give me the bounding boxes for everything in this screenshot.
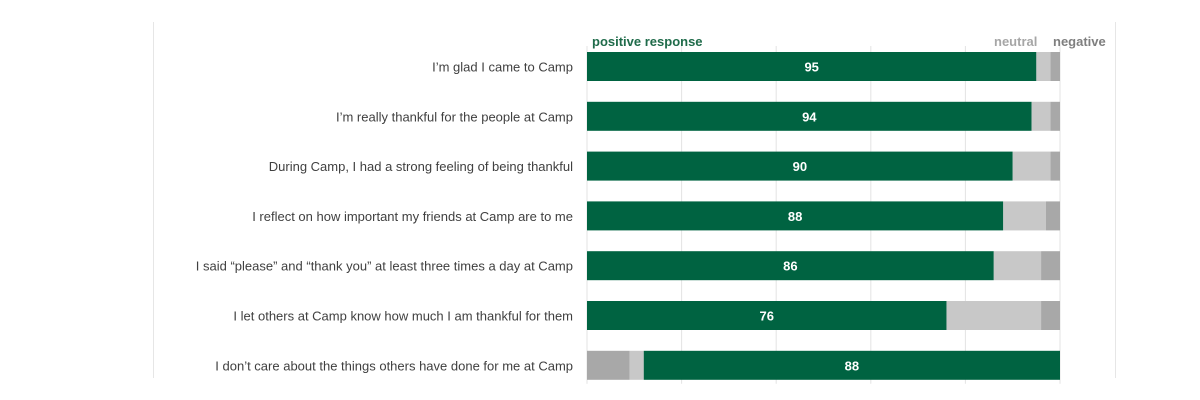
data-label-row-6: 76 xyxy=(760,309,774,324)
legend-negative: negative xyxy=(1053,34,1106,49)
bar-positive-response-row-7 xyxy=(643,350,1060,380)
category-label-row-5: I said “please” and “thank you” at least… xyxy=(196,259,573,274)
bar-positive-response-row-6 xyxy=(587,301,947,330)
data-label-row-1: 95 xyxy=(804,60,818,75)
category-label-row-4: I reflect on how important my friends at… xyxy=(252,209,573,224)
label-layer: 95 I’m glad I came to Camp 94 I’m really th… xyxy=(196,60,859,374)
bar-neutral-row-4 xyxy=(1003,201,1046,231)
chart-panel xyxy=(153,22,1116,378)
bar-positive-response-row-5 xyxy=(587,251,994,281)
bar-neutral-row-3 xyxy=(1012,151,1051,181)
bar-neutral-row-1 xyxy=(1036,52,1051,81)
category-label-row-7: I don’t care about the things others hav… xyxy=(215,358,573,373)
bar-negative-row-1 xyxy=(1050,52,1060,81)
bar-negative-row-5 xyxy=(1041,251,1060,281)
category-label-row-3: During Camp, I had a strong feeling of b… xyxy=(269,159,573,174)
bar-neutral-row-5 xyxy=(993,251,1042,281)
category-label-row-1: I’m glad I came to Camp xyxy=(432,60,573,75)
category-label-row-6: I let others at Camp know how much I am … xyxy=(233,309,573,324)
data-label-row-5: 86 xyxy=(783,259,797,274)
bar-negative-row-4 xyxy=(1045,201,1060,231)
bar-positive-response-row-2 xyxy=(587,101,1032,131)
bar-neutral-row-6 xyxy=(946,301,1042,330)
bar-negative-row-3 xyxy=(1050,151,1060,181)
legend-neutral: neutral xyxy=(994,34,1038,49)
bar-positive-response-row-4 xyxy=(587,201,1004,231)
bar-negative-row-7 xyxy=(587,350,630,380)
bar-negative-row-6 xyxy=(1041,301,1060,330)
bar-neutral-row-2 xyxy=(1031,101,1051,131)
bar-layer xyxy=(587,52,1060,380)
bar-positive-response-row-3 xyxy=(587,151,1013,181)
data-label-row-7: 88 xyxy=(845,358,859,373)
data-label-row-3: 90 xyxy=(793,159,807,174)
bar-positive-response-row-1 xyxy=(587,52,1037,81)
category-label-row-2: I’m really thankful for the people at Ca… xyxy=(336,109,573,124)
bar-negative-row-2 xyxy=(1050,101,1060,131)
legend-positive-response: positive response xyxy=(592,34,703,49)
data-label-row-4: 88 xyxy=(788,209,802,224)
data-label-row-2: 94 xyxy=(802,109,817,124)
bar-neutral-row-7 xyxy=(629,350,644,380)
